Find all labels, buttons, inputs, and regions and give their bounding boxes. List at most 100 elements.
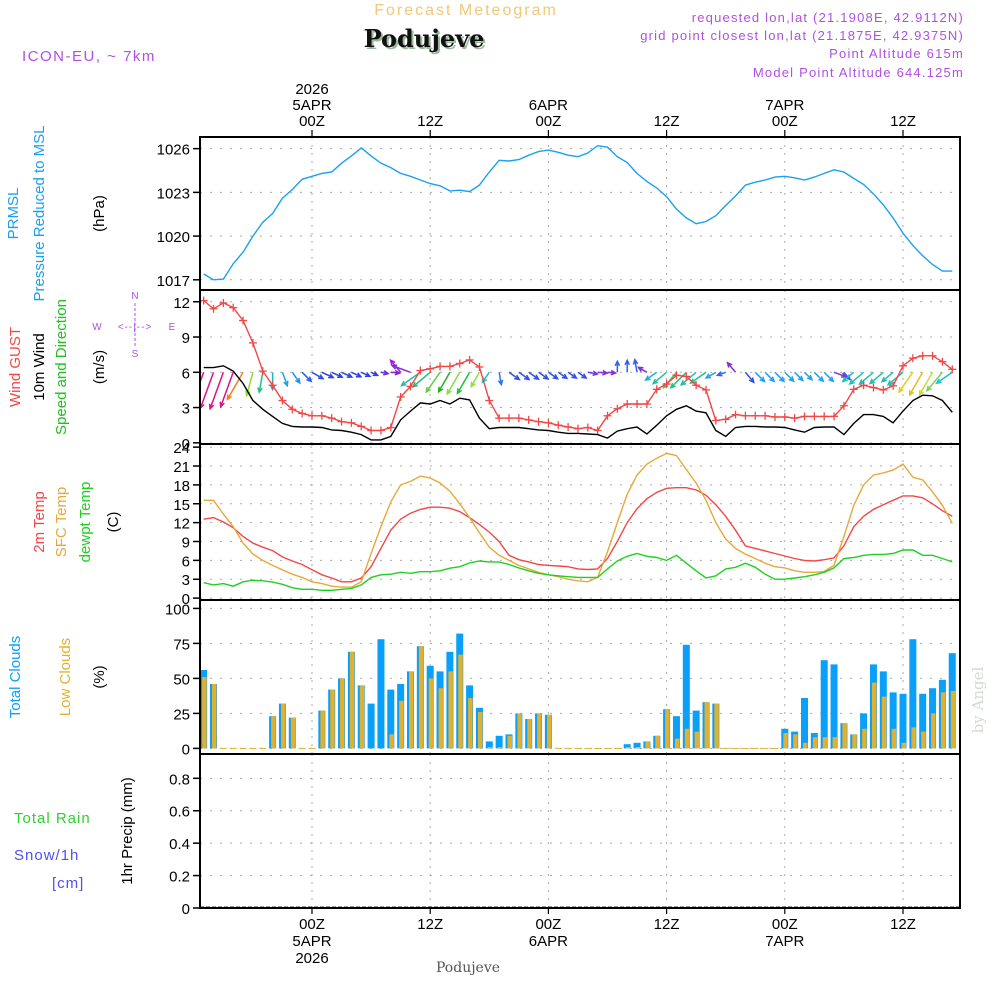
requested-point: requested lon,lat (21.1908E, 42.9112N) xyxy=(692,10,964,25)
low-cloud-bar xyxy=(340,678,345,749)
wind-direction-arrow xyxy=(390,364,411,373)
y-tick-label: 0 xyxy=(182,436,190,453)
panel-label: PRMSL xyxy=(5,188,22,240)
gust-marker xyxy=(278,396,287,405)
time-label: 00Z xyxy=(535,916,561,933)
low-cloud-bar xyxy=(546,714,552,749)
compass-n: N xyxy=(131,291,138,302)
gust-marker xyxy=(839,401,848,410)
low-cloud-bar xyxy=(507,735,512,749)
wind-direction-arrow xyxy=(208,372,225,411)
time-label: 6APR xyxy=(529,933,568,950)
wind-direction-arrow xyxy=(281,372,289,388)
wind-direction-arrow xyxy=(380,370,390,376)
gust-marker xyxy=(406,382,415,391)
low-cloud-bar xyxy=(635,747,641,749)
model-name: ICON-EU, ~ 7km xyxy=(22,48,156,65)
total-cloud-bar xyxy=(899,693,907,749)
gust-marker xyxy=(248,338,257,347)
y-axis-label: (hPa) xyxy=(91,195,108,232)
compass-w: W xyxy=(92,322,102,333)
wind-direction-arrow xyxy=(587,370,600,377)
gust-marker xyxy=(711,416,720,425)
wind-direction-arrow xyxy=(245,372,254,398)
gust-marker xyxy=(810,412,819,421)
y-tick-label: 6 xyxy=(182,553,190,570)
gust-marker xyxy=(564,422,573,431)
wind-direction-arrow xyxy=(726,361,737,373)
time-label: 00Z xyxy=(772,916,798,933)
low-cloud-bar xyxy=(921,731,926,749)
gust-marker xyxy=(869,383,878,392)
wind-direction-arrow xyxy=(704,371,717,379)
wind-direction-arrow xyxy=(311,371,325,380)
gust-marker xyxy=(741,411,750,420)
wind-direction-arrow xyxy=(341,371,354,378)
y-tick-label: 0.8 xyxy=(169,771,190,788)
wind-direction-arrow xyxy=(446,371,461,396)
gust-marker xyxy=(682,372,691,381)
y-axis-label: 1hr Precip (mm) xyxy=(119,777,136,885)
wind-direction-arrow xyxy=(567,371,578,380)
low-cloud-bar xyxy=(320,710,325,749)
gust-marker xyxy=(357,422,366,431)
gust-marker xyxy=(258,367,267,376)
gust-marker xyxy=(830,412,839,421)
y-tick-label: 9 xyxy=(182,535,190,552)
gust-marker xyxy=(288,405,297,414)
low-cloud-bar xyxy=(674,738,680,749)
gust-marker xyxy=(731,410,740,419)
wind-direction-arrow xyxy=(833,371,848,378)
time-label: 12Z xyxy=(654,113,680,130)
y-tick-label: 0.2 xyxy=(169,869,190,886)
panel-data-0 xyxy=(203,144,953,281)
low-cloud-bar xyxy=(684,728,690,749)
y-tick-label: 1017 xyxy=(157,273,190,290)
wind-direction-arrow xyxy=(823,371,835,383)
gust-marker xyxy=(583,423,592,432)
gust-marker xyxy=(790,414,799,423)
wind-direction-arrow xyxy=(577,371,588,380)
low-cloud-bar xyxy=(694,731,700,749)
wind-direction-arrow xyxy=(908,371,924,397)
panel-label: Total Clouds xyxy=(7,636,24,719)
wind-direction-arrow xyxy=(744,371,755,384)
low-cloud-bar xyxy=(950,691,956,749)
panel-3: 0 25 50 75 100 Total Clouds Low Clouds (%) xyxy=(7,599,961,758)
low-cloud-bar xyxy=(862,728,867,749)
total-cloud-bar xyxy=(692,710,700,749)
gust-marker xyxy=(948,365,957,374)
gust-marker xyxy=(721,415,730,424)
gust-marker xyxy=(495,414,504,423)
low-cloud-bar xyxy=(330,689,335,749)
y-tick-label: 0.6 xyxy=(169,804,190,821)
series-line-10m-wind xyxy=(203,365,953,441)
panel-2: 0 3 69 12 15 18 21 24 2m Temp SFC Temp dewpt Temp (… xyxy=(31,440,961,608)
low-cloud-bar xyxy=(389,734,394,749)
compass-e: E xyxy=(169,322,176,333)
low-cloud-bar xyxy=(527,719,532,749)
gust-marker xyxy=(534,417,543,426)
gust-marker xyxy=(239,316,248,325)
wind-direction-arrow xyxy=(813,371,825,383)
y-tick-label: 1026 xyxy=(157,142,190,159)
precip-legend: Total Rain xyxy=(14,810,91,827)
series-line-2m-temp xyxy=(203,487,953,583)
wind-direction-arrow xyxy=(597,369,609,376)
gust-marker xyxy=(918,351,927,360)
compass-rose: N S W E <--|-->​ xyxy=(92,291,175,360)
wind-direction-arrow xyxy=(858,371,874,385)
gust-marker xyxy=(899,361,907,370)
time-label: 5APR xyxy=(292,97,331,114)
low-cloud-bar xyxy=(665,709,670,749)
total-cloud-bar xyxy=(485,741,493,749)
wind-direction-arrow xyxy=(470,371,481,389)
grid-point: grid point closest lon,lat (21.1875E, 42… xyxy=(640,28,964,43)
gust-marker xyxy=(317,411,326,420)
wind-direction-arrow xyxy=(803,371,814,381)
gust-marker xyxy=(505,414,513,423)
low-cloud-bar xyxy=(487,747,493,749)
low-cloud-bar xyxy=(852,734,857,749)
time-label: 12Z xyxy=(417,113,443,130)
y-tick-label: 12 xyxy=(173,295,190,312)
